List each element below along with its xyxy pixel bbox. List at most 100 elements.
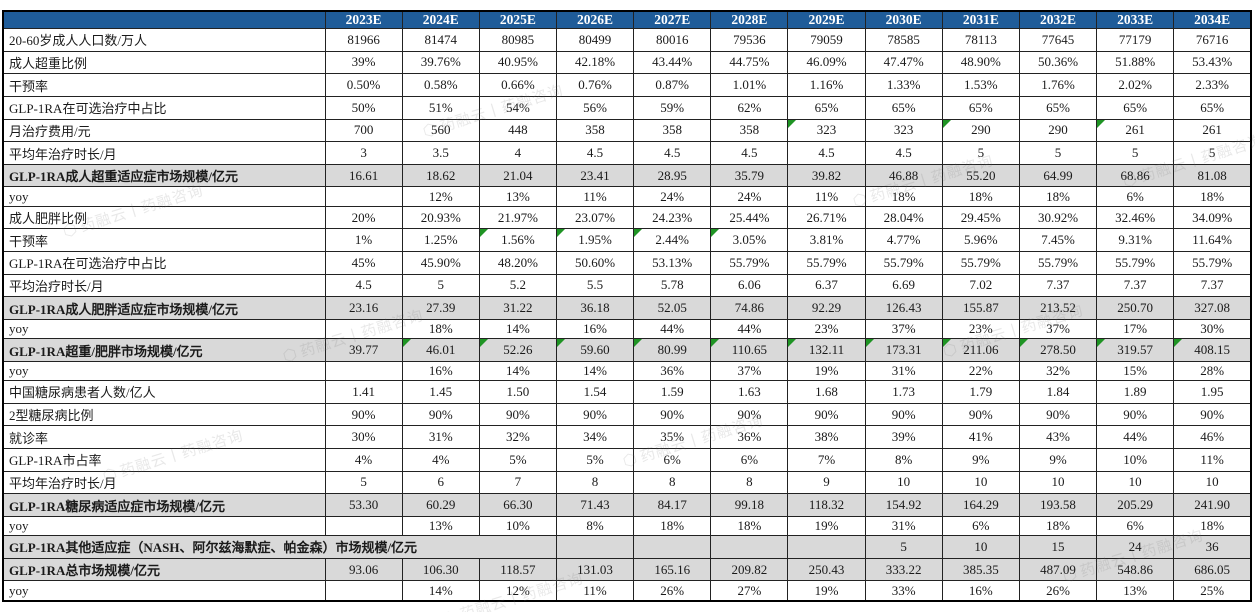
value-cell: 55.79% [941,251,1020,275]
value-cell: 5 [1018,141,1098,165]
value-cell: 56% [555,95,635,120]
value-cell: 164.29 [941,493,1020,517]
value-cell: 7.37 [1096,273,1175,298]
value-cell: 205.29 [1096,493,1175,517]
value-cell: 319.57 [1096,338,1175,362]
value-cell: 15 [1018,535,1098,559]
year-header-cell: 2030E [864,10,943,29]
value-cell: 6% [941,515,1020,537]
value-cell: 59.60 [555,338,635,362]
row-label-cell: 月治疗费用/元 [2,118,326,143]
value-cell: 6% [633,448,712,472]
value-cell [324,580,403,602]
value-cell: 23% [941,318,1020,340]
value-cell: 20% [324,205,403,230]
row-label-cell: GLP-1RA糖尿病适应症市场规模/亿元 [2,493,326,517]
value-cell: 50.36% [1018,50,1098,75]
value-cell: 22% [941,360,1020,382]
value-cell: 79536 [710,28,789,52]
value-cell: 3.5 [401,141,480,165]
value-cell: 358 [633,118,712,143]
value-cell: 77645 [1018,28,1098,52]
value-cell: 33% [864,580,943,602]
value-cell: 5 [401,273,480,298]
value-cell: 2.44% [633,228,712,253]
value-cell: 118.57 [478,557,557,582]
value-cell: 48.20% [478,251,557,275]
value-cell: 4.5 [555,141,635,165]
row-label-cell: 平均年治疗时长/月 [2,470,326,495]
year-header-cell: 2027E [633,10,712,29]
value-cell: 7.37 [1173,273,1252,298]
row-label-cell: 中国糖尿病患者人数/亿人 [2,380,326,404]
value-cell: 5 [1096,141,1175,165]
value-cell: 23.07% [555,205,635,230]
value-cell: 27% [710,580,789,602]
value-cell: 4% [324,448,403,472]
value-cell: 25% [1173,580,1252,602]
row-label-cell: GLP-1RA市占率 [2,448,326,472]
value-cell: 80.99 [633,338,712,362]
value-cell: 10 [864,470,943,495]
value-cell: 10% [1096,448,1175,472]
value-cell: 560 [401,118,480,143]
value-cell: 36% [633,360,712,382]
value-cell: 71.43 [555,493,635,517]
value-cell: 14% [555,360,635,382]
value-cell: 16% [555,318,635,340]
value-cell: 40.95% [478,50,557,75]
row-label-cell: 平均年治疗时长/月 [2,141,326,165]
value-cell: 8 [555,470,635,495]
value-cell: 16.61 [324,163,403,188]
year-header-cell: 2024E [401,10,480,29]
value-cell [710,535,789,559]
year-header-cell: 2028E [710,10,789,29]
value-cell: 65% [787,95,866,120]
year-header-cell: 2025E [478,10,557,29]
value-cell: 131.03 [555,557,635,582]
value-cell: 261 [1173,118,1252,143]
value-cell: 65% [1173,95,1252,120]
value-cell: 53.43% [1173,50,1252,75]
value-cell: 1.01% [710,73,789,97]
value-cell: 46.09% [787,50,866,75]
value-cell: 333.22 [864,557,943,582]
value-cell: 50.60% [555,251,635,275]
value-cell: 44% [1096,425,1175,449]
value-cell: 11.64% [1173,228,1252,253]
table-row: GLP-1RA超重/肥胖市场规模/亿元 39.77 46.01 52.26 59.60 8… [2,338,1252,362]
value-cell: 0.87% [633,73,712,97]
table-row: 干预率 0.50% 0.58% 0.66% 0.76% 0.87% 1.01% 1.16% 1.… [2,73,1252,97]
value-cell: 9% [1018,448,1098,472]
value-cell: 1.89 [1096,380,1175,404]
value-cell: 155.87 [941,296,1020,320]
value-cell [324,186,403,207]
value-cell: 408.15 [1173,338,1252,362]
value-cell: 19% [787,360,866,382]
value-cell: 90% [324,402,403,427]
value-cell: 6% [1096,515,1175,537]
value-cell: 1.25% [401,228,480,253]
value-cell: 21.97% [478,205,557,230]
value-cell: 27.39 [401,296,480,320]
table-row: 中国糖尿病患者人数/亿人 1.41 1.45 1.50 1.54 1.59 1.63 1.68… [2,380,1252,404]
value-cell: 250.43 [787,557,866,582]
value-cell: 47.47% [864,50,943,75]
value-cell: 18% [401,318,480,340]
value-cell: 74.86 [710,296,789,320]
value-cell: 32% [478,425,557,449]
value-cell: 93.06 [324,557,403,582]
value-cell: 250.70 [1096,296,1175,320]
value-cell: 1.56% [478,228,557,253]
value-cell: 64.99 [1018,163,1098,188]
value-cell: 323 [787,118,866,143]
value-cell: 52.26 [478,338,557,362]
value-cell: 31% [864,515,943,537]
value-cell: 23.41 [555,163,635,188]
value-cell: 80499 [555,28,635,52]
table-row: 成人超重比例 39% 39.76% 40.95% 42.18% 43.44% 44.75% 4… [2,50,1252,75]
value-cell: 55.79% [864,251,943,275]
value-cell: 241.90 [1173,493,1252,517]
value-cell: 1.41 [324,380,403,404]
